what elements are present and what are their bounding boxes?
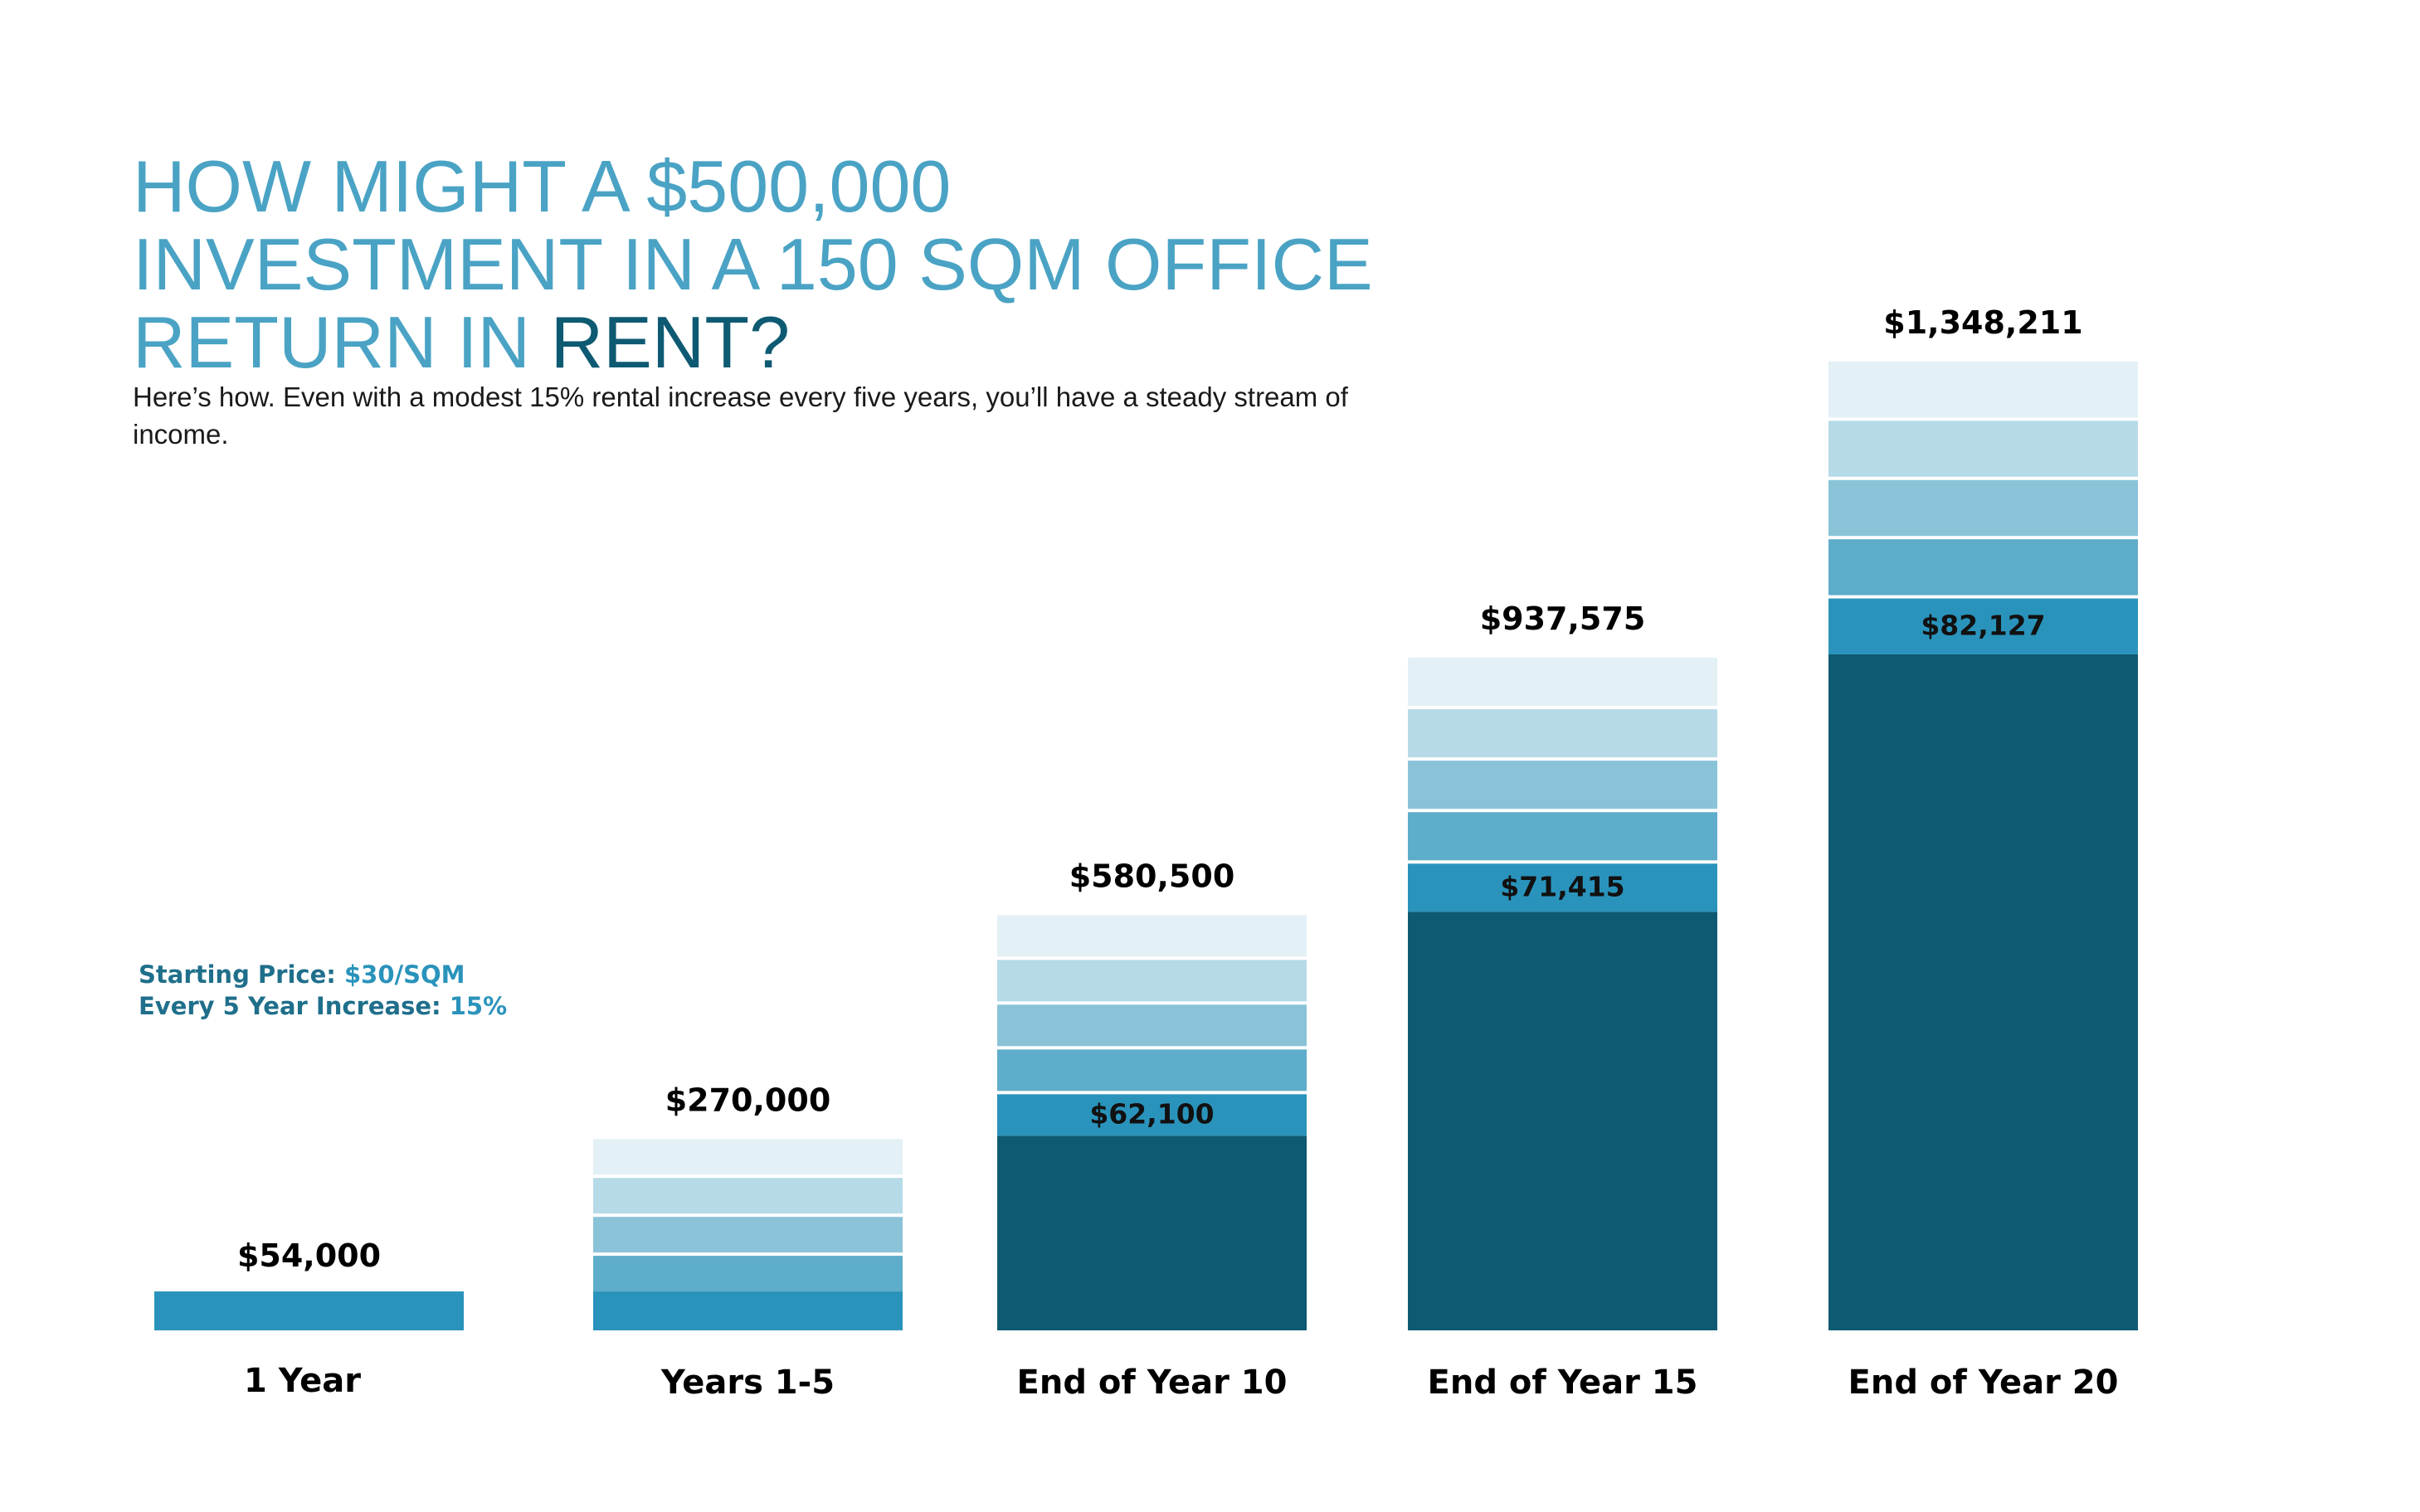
bar-segment-5-4 [1828,421,2138,477]
starting-price-value: $30/SQM [344,960,465,989]
category-label-2: Years 1-5 [660,1364,835,1402]
bar-segment-5-1 [1828,598,2138,654]
bar-segment-2-5 [593,1139,903,1175]
bar-segment-4-5 [1408,657,1717,707]
bar-base-3 [997,1135,1307,1330]
increase-row: Every 5 Year Increase: 15% [139,990,507,1022]
bar-segment-2-2 [593,1256,903,1292]
pricing-parameters: Starting Price: $30/SQM Every 5 Year Inc… [139,959,507,1022]
bar-segment-5-3 [1828,479,2138,537]
bar-segment-2-4 [593,1178,903,1214]
category-label-1: 1 Year [244,1362,361,1400]
annual-rent-label-3: $62,100 [1089,1097,1214,1130]
bar-segment-2-3 [593,1217,903,1253]
bar-segment-3-4 [997,960,1307,1002]
bar-segment-5-5 [1828,362,2138,418]
bar-segment-3-2 [997,1049,1307,1091]
starting-price-row: Starting Price: $30/SQM [139,959,507,990]
starting-price-label: Starting Price: [139,960,336,989]
category-label-5: End of Year 20 [1848,1364,2119,1402]
title-line-2: INVESTMENT IN A 150 SQM OFFICE [133,223,1373,305]
bar-segment-5-2 [1828,539,2138,596]
bar-segment-4-4 [1408,709,1717,758]
bar-segment-3-3 [997,1004,1307,1047]
bar-segment-1-1 [154,1291,464,1330]
bar-segment-3-1 [997,1094,1307,1136]
subtitle: Here’s how. Even with a modest 15% renta… [133,382,1348,450]
title-line-1: HOW MIGHT A $500,000 [133,145,952,227]
increase-value: 15% [449,992,508,1020]
annual-rent-label-5: $82,127 [1921,609,2045,641]
bar-segment-4-3 [1408,761,1717,809]
bar-total-label-2: $270,000 [665,1082,831,1118]
title-line-3: RETURN IN RENT? [133,304,1543,382]
bar-segment-3-5 [997,915,1307,957]
bar-segment-2-1 [593,1291,903,1330]
bar-total-label-1: $54,000 [237,1237,381,1274]
bar-segment-4-2 [1408,812,1717,861]
bar-total-label-5: $1,348,211 [1883,304,2082,341]
increase-label: Every 5 Year Increase: [139,992,441,1020]
bar-total-label-4: $937,575 [1480,600,1646,637]
title-line-3-prefix: RETURN IN [133,301,531,383]
category-label-4: End of Year 15 [1428,1364,1698,1402]
annual-rent-label-4: $71,415 [1500,870,1624,902]
category-label-3: End of Year 10 [1017,1364,1288,1402]
bar-segment-4-1 [1408,863,1717,912]
title-accent: RENT? [550,301,791,383]
page-title: HOW MIGHT A $500,000 INVESTMENT IN A 150… [133,148,1543,382]
bar-base-4 [1408,912,1717,1330]
bar-base-5 [1828,654,2138,1330]
bar-total-label-3: $580,500 [1069,858,1235,894]
